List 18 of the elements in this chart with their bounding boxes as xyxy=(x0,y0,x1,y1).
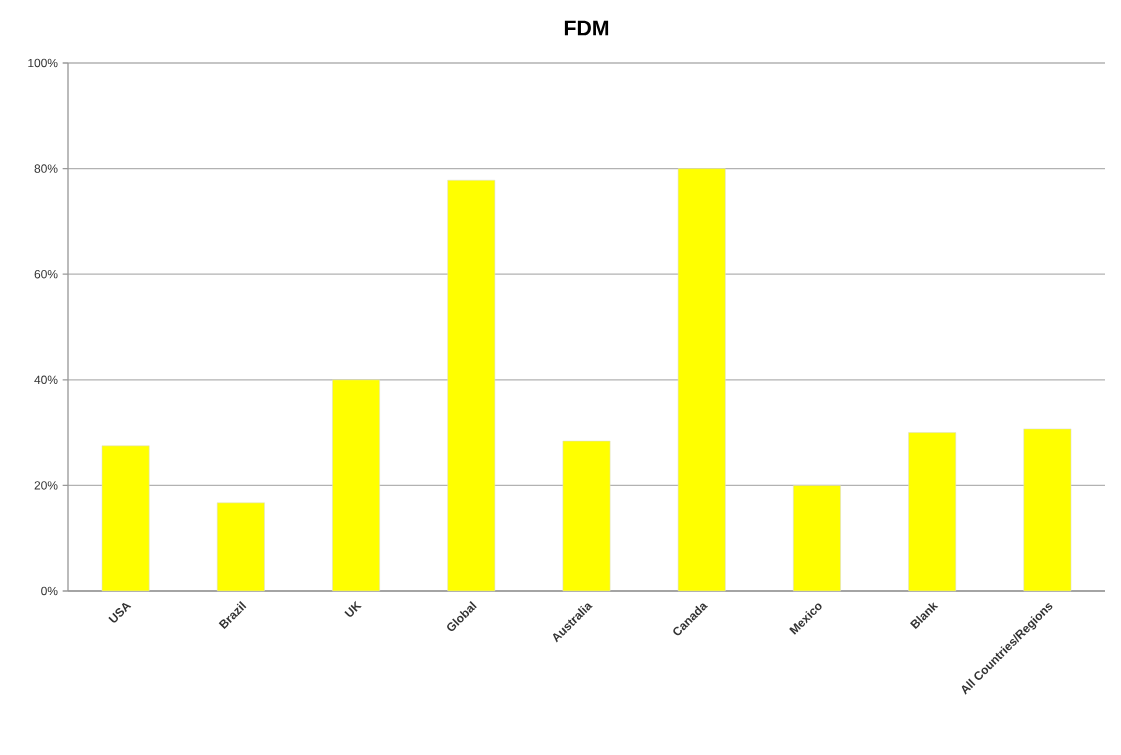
chart-title: FDM xyxy=(564,20,609,36)
bar xyxy=(677,168,726,592)
bar xyxy=(793,485,841,592)
bar xyxy=(216,502,265,592)
bar xyxy=(562,440,611,592)
bar xyxy=(447,179,496,592)
y-tick-label: 0% xyxy=(41,586,58,596)
x-tick-label: USA xyxy=(108,602,132,623)
y-tick-label: 40% xyxy=(34,375,58,385)
y-tick-label: 60% xyxy=(34,269,58,279)
y-tick-label: 20% xyxy=(34,481,58,490)
bar xyxy=(908,432,957,592)
y-tick-label: 80% xyxy=(34,164,58,173)
bar xyxy=(101,445,150,592)
x-tick-label: UK xyxy=(344,600,362,617)
bar xyxy=(1023,428,1072,592)
y-tick-label: 100% xyxy=(28,58,58,68)
bar xyxy=(332,379,380,592)
